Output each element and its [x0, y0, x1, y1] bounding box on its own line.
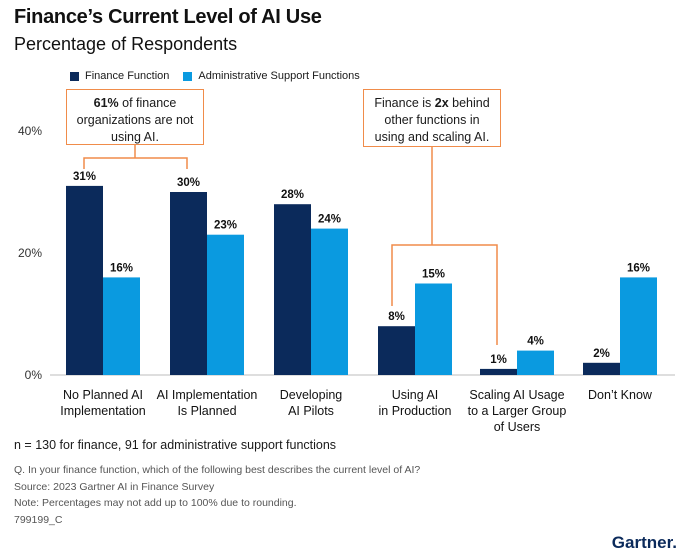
- legend-label-admin: Administrative Support Functions: [198, 70, 360, 82]
- bar-finance-3: [378, 326, 415, 375]
- bar-admin-5: [620, 277, 657, 375]
- annotation-right: Finance is 2x behind other functions in …: [363, 89, 501, 147]
- annotation-left: 61% of finance organizations are not usi…: [66, 89, 204, 145]
- bar-finance-1: [170, 192, 207, 375]
- chart-title: Finance’s Current Level of AI Use: [14, 6, 322, 28]
- x-category-label: Developing AI Pilots: [280, 388, 343, 418]
- bar-admin-1: [207, 234, 244, 375]
- footnotes: Q. In your finance function, which of th…: [14, 462, 420, 528]
- bar-admin-4: [517, 350, 554, 375]
- chart-subtitle: Percentage of Respondents: [14, 34, 238, 54]
- data-label: 16%: [110, 262, 133, 274]
- legend-label-finance: Finance Function: [85, 70, 170, 82]
- x-category-label: Scaling AI Usage to a Larger Group of User…: [468, 388, 567, 434]
- footnote-note: Note: Percentages may not add up to 100%…: [14, 497, 297, 509]
- annotation-right-post: behind other functions in using and scal…: [374, 96, 490, 144]
- x-category-label: Don’t Know: [588, 388, 653, 402]
- data-label: 1%: [490, 354, 507, 366]
- x-category-label: Using AI in Production: [379, 388, 452, 418]
- sample-size-note: n = 130 for finance, 91 for administrati…: [14, 438, 337, 452]
- footnote-source: Source: 2023 Gartner AI in Finance Surve…: [14, 480, 215, 493]
- data-label: 31%: [73, 171, 96, 183]
- bar-finance-2: [274, 204, 311, 375]
- data-label: 2%: [593, 348, 610, 360]
- footnote-question: Q. In your finance function, which of th…: [14, 464, 421, 476]
- legend-item-finance: Finance Function: [70, 70, 169, 82]
- annotation-right-pre: Finance is: [374, 96, 435, 110]
- data-label: 15%: [422, 269, 445, 281]
- y-tick-label: 40%: [18, 124, 42, 138]
- footnote-id: 799199_C: [14, 513, 63, 526]
- annotation-left-bold: 61%: [93, 96, 119, 110]
- legend-item-admin: Administrative Support Functions: [183, 70, 360, 82]
- bar-finance-0: [66, 185, 103, 375]
- legend-swatch-admin: [183, 71, 193, 81]
- data-label: 24%: [318, 214, 341, 226]
- bar-admin-3: [415, 283, 452, 375]
- data-label: 8%: [388, 311, 405, 323]
- bar-admin-0: [103, 277, 140, 375]
- annotation-right-bracket: [391, 244, 498, 345]
- annotation-left-bracket: [83, 157, 188, 169]
- bar-finance-4: [480, 368, 517, 375]
- data-label: 4%: [527, 336, 544, 348]
- annotation-left-post: of finance organizations are not using A…: [76, 96, 194, 144]
- legend-swatch-finance: [70, 71, 79, 81]
- data-label: 16%: [627, 262, 650, 274]
- x-category-label: No Planned AI Implementation: [60, 388, 146, 418]
- bar-finance-5: [583, 362, 620, 375]
- legend: Finance Function Administrative Support …: [70, 70, 360, 82]
- y-tick-label: 0%: [25, 368, 43, 382]
- x-category-label: AI Implementation Is Planned: [157, 388, 258, 418]
- data-label: 30%: [177, 177, 200, 189]
- gartner-logo: Gartner.: [611, 533, 677, 552]
- data-label: 28%: [281, 189, 304, 201]
- bar-admin-2: [311, 228, 348, 375]
- data-label: 23%: [214, 220, 237, 232]
- y-tick-label: 20%: [18, 246, 42, 260]
- annotation-right-bold: 2x: [434, 96, 449, 110]
